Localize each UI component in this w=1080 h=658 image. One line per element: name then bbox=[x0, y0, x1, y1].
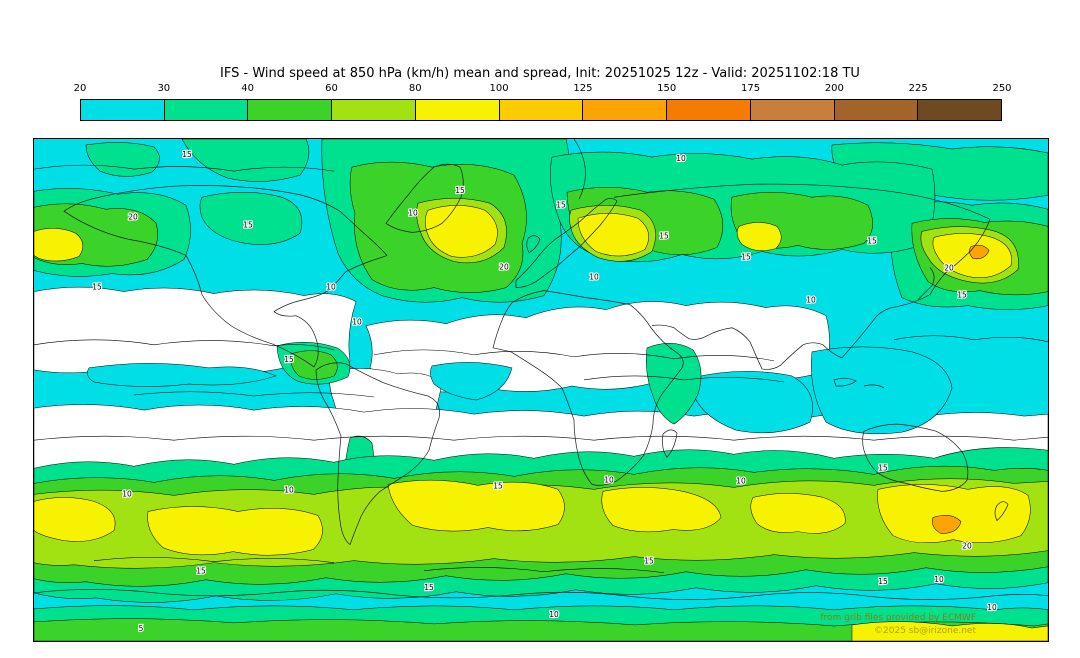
contour-spread-label: 5 bbox=[139, 624, 144, 633]
colorbar-tick-label: 30 bbox=[157, 83, 171, 94]
contour-spread-label: 10 bbox=[934, 575, 944, 584]
contour-spread-label: 10 bbox=[806, 296, 816, 305]
contour-spread-label: 15 bbox=[878, 463, 888, 472]
colorbar-segment bbox=[499, 100, 584, 120]
colorbar-segment bbox=[750, 100, 835, 120]
attribution-copyright: ©2025 sb@irizone.net bbox=[874, 626, 976, 636]
contour-spread-label: 15 bbox=[659, 231, 669, 240]
colorbar-segment bbox=[81, 100, 165, 120]
contour-spread-label: 15 bbox=[196, 567, 206, 576]
contour-spread-label: 15 bbox=[644, 557, 654, 566]
colorbar-tick-label: 20 bbox=[73, 83, 87, 94]
map-frame: 15 10 15 20 15 10 15 15 15 15 20 15 15 10 20 10 10 10 15 10… bbox=[33, 138, 1049, 642]
colorbar-segment bbox=[918, 100, 1002, 120]
colorbar-tick-label: 100 bbox=[489, 83, 509, 94]
colorbar-tick-label: 250 bbox=[992, 83, 1012, 94]
contour-spread-label: 15 bbox=[556, 200, 566, 209]
colorbar-tick-label: 60 bbox=[325, 83, 338, 94]
contour-spread-label: 15 bbox=[243, 220, 253, 229]
contour-spread-label: 10 bbox=[604, 475, 614, 484]
wind-field-layer bbox=[34, 139, 1048, 641]
contour-spread-label: 15 bbox=[878, 577, 888, 586]
contour-spread-label: 10 bbox=[589, 273, 599, 282]
colorbar-segment bbox=[834, 100, 919, 120]
colorbar-segment bbox=[164, 100, 249, 120]
contour-spread-label: 10 bbox=[408, 208, 418, 217]
colorbar-tick-label: 40 bbox=[241, 83, 254, 94]
contour-spread-label: 10 bbox=[676, 154, 686, 163]
spread-contour-lines-layer bbox=[34, 139, 1048, 574]
contour-spread-label: 15 bbox=[455, 186, 465, 195]
contour-labels-layer: 15 10 15 20 15 10 15 15 15 15 20 15 15 10 20 10 10 10 15 10… bbox=[91, 149, 998, 634]
contour-spread-label: 20 bbox=[962, 542, 972, 551]
contour-spread-label: 10 bbox=[352, 318, 362, 327]
colorbar-segment bbox=[332, 100, 416, 120]
contour-spread-label: 15 bbox=[957, 291, 967, 300]
colorbar-segment bbox=[415, 100, 500, 120]
colorbar-tick-label: 125 bbox=[573, 83, 593, 94]
colorbar-segment bbox=[248, 100, 333, 120]
contour-spread-label: 20 bbox=[944, 264, 954, 273]
contour-spread-label: 15 bbox=[493, 481, 503, 490]
attribution-source: from grib files provided by ECMWF bbox=[820, 613, 976, 623]
contour-spread-label: 10 bbox=[987, 603, 997, 612]
coastlines-layer bbox=[34, 163, 1048, 600]
contour-spread-label: 15 bbox=[867, 236, 877, 245]
contour-spread-label: 15 bbox=[284, 355, 294, 364]
colorbar-ticks: 20 30 40 60 80 100 125 150 175 200 225 250 bbox=[74, 83, 1012, 96]
contour-spread-label: 10 bbox=[736, 476, 746, 485]
contour-spread-label: 10 bbox=[326, 283, 336, 292]
colorbar-tick-label: 150 bbox=[657, 83, 677, 94]
contour-spread-label: 20 bbox=[499, 263, 509, 272]
colorbar bbox=[80, 99, 1002, 121]
colorbar-tick-label: 80 bbox=[408, 83, 422, 94]
contour-spread-label: 15 bbox=[92, 283, 102, 292]
contour-spread-label: 20 bbox=[128, 212, 138, 221]
contour-spread-label: 15 bbox=[741, 252, 751, 261]
colorbar-segment bbox=[583, 100, 668, 120]
contour-spread-label: 15 bbox=[182, 150, 192, 159]
colorbar-segment bbox=[667, 100, 751, 120]
world-wind-map: 15 10 15 20 15 10 15 15 15 15 20 15 15 10 20 10 10 10 15 10… bbox=[34, 139, 1048, 641]
contour-spread-label: 15 bbox=[424, 583, 434, 592]
colorbar-tick-label: 175 bbox=[740, 83, 761, 94]
colorbar-tick-label: 225 bbox=[908, 83, 928, 94]
contour-spread-label: 10 bbox=[122, 489, 132, 498]
contour-spread-label: 10 bbox=[549, 610, 559, 619]
chart-title: IFS - Wind speed at 850 hPa (km/h) mean … bbox=[220, 66, 860, 81]
contour-spread-label: 10 bbox=[284, 485, 294, 494]
colorbar-tick-label: 200 bbox=[824, 83, 844, 94]
